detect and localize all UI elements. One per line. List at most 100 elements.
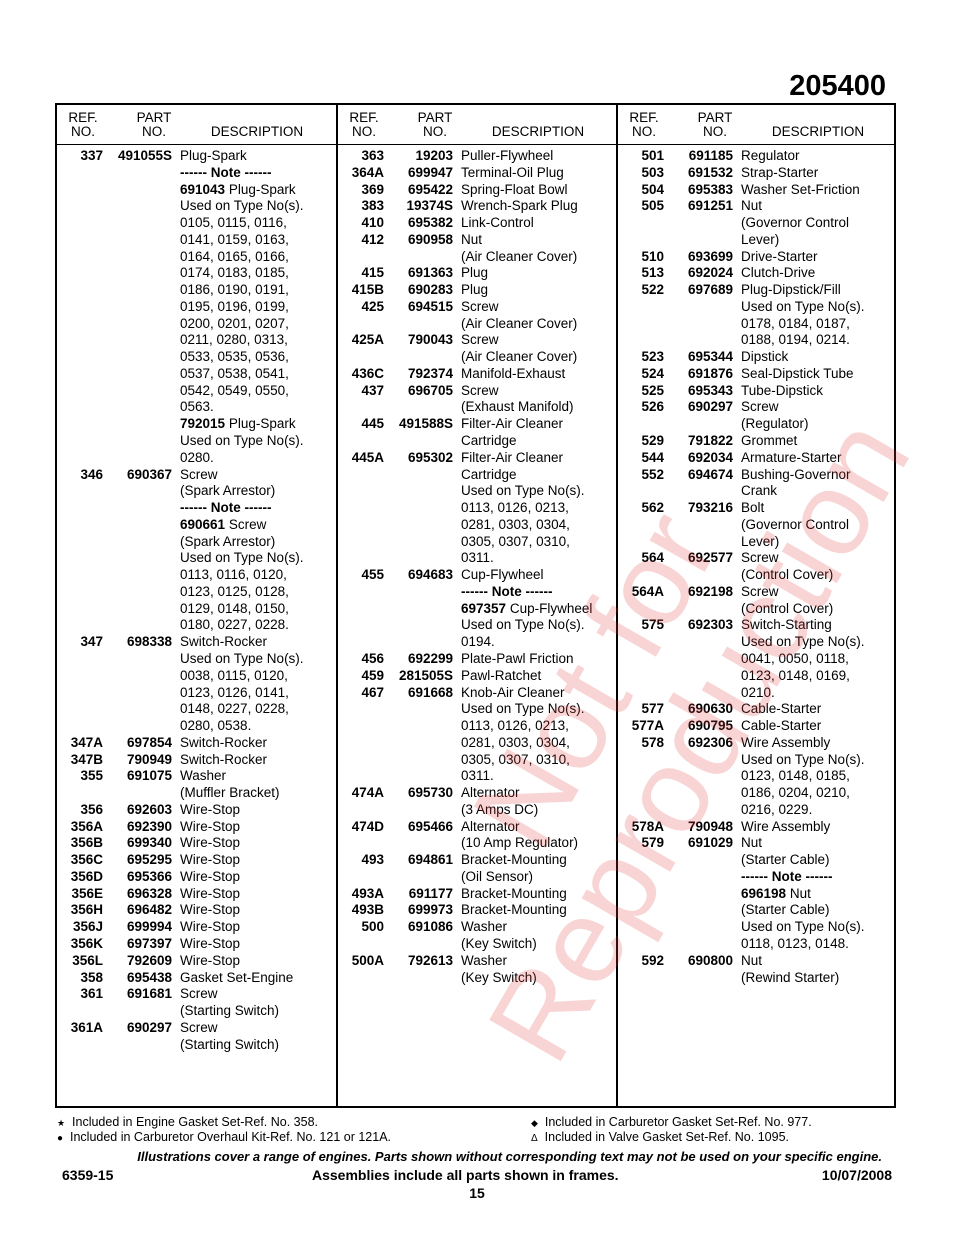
- description-text: Plug-Spark: [228, 181, 296, 197]
- part-no: 699994: [126, 919, 172, 935]
- description-text: Screw: [741, 550, 779, 566]
- description-text: Terminal-Oil Plug: [461, 164, 564, 180]
- description: 0210.: [741, 685, 775, 702]
- ref-no: 356L: [72, 952, 103, 968]
- description: Cable-Starter: [741, 701, 821, 718]
- table-row: 526 690297 Screw: [618, 399, 896, 416]
- description-text: (Control Cover): [741, 600, 834, 616]
- description: Screw: [741, 550, 779, 567]
- description: Armature-Starter: [741, 450, 842, 467]
- description-text: 0186, 0190, 0191,: [180, 282, 289, 298]
- ref-no: 513: [641, 265, 664, 281]
- description-text: Used on Type No(s).: [461, 483, 585, 499]
- table-row: Used on Type No(s).: [618, 919, 896, 936]
- description-text: 0174, 0183, 0185,: [180, 265, 289, 281]
- table-row: 425A 790043 Screw: [338, 332, 618, 349]
- part-no: 699947: [407, 164, 453, 180]
- part-no: 691532: [687, 164, 733, 180]
- table-row: 493B 699973 Bracket-Mounting: [338, 902, 618, 919]
- description-text: Wire-Stop: [180, 919, 241, 935]
- header-desc: DESCRIPTION: [210, 124, 304, 139]
- table-row: (Spark Arrestor): [57, 534, 337, 551]
- table-row: 459 281505S Pawl-Ratchet: [338, 668, 618, 685]
- ref-no: 346: [80, 466, 103, 482]
- description-text: Drive-Starter: [741, 248, 818, 264]
- description: Switch-Rocker: [180, 634, 267, 651]
- table-row: 356K 697397 Wire-Stop: [57, 936, 337, 953]
- ref-no: 524: [641, 365, 664, 381]
- table-row: (3 Amps DC): [338, 802, 618, 819]
- description: (3 Amps DC): [461, 802, 538, 819]
- part-no: 692299: [407, 650, 453, 666]
- legend-item: ★ Included in Engine Gasket Set-Ref. No.…: [57, 1115, 318, 1129]
- description: 0164, 0165, 0166,: [180, 249, 289, 266]
- description: Used on Type No(s).: [741, 634, 865, 651]
- ref-no: 369: [361, 181, 384, 197]
- description-text: Bracket-Mounting: [461, 885, 567, 901]
- table-row: (10 Amp Regulator): [338, 835, 618, 852]
- table-row: 0141, 0159, 0163,: [57, 232, 337, 249]
- ref-no: 500: [361, 919, 384, 935]
- description-text: 0311.: [461, 768, 494, 784]
- description-text: 0123, 0148, 0169,: [741, 667, 850, 683]
- part-no: 690297: [687, 399, 733, 415]
- description: 0281, 0303, 0304,: [461, 517, 570, 534]
- description-text: Wire-Stop: [180, 868, 241, 884]
- ref-no: 510: [641, 248, 664, 264]
- description-text: Wire-Stop: [180, 902, 241, 918]
- description-text: (3 Amps DC): [461, 801, 539, 817]
- description-text: Cartridge: [461, 466, 517, 482]
- description: (Control Cover): [741, 601, 833, 618]
- description-text: Switch-Rocker: [180, 734, 268, 750]
- description-text: (Rewind Starter): [741, 969, 840, 985]
- description: Knob-Air Cleaner: [461, 685, 565, 702]
- table-row: 493 694861 Bracket-Mounting: [338, 852, 618, 869]
- description-text: Washer Set-Friction: [741, 181, 860, 197]
- description-text: Used on Type No(s).: [741, 298, 865, 314]
- description-text: Manifold-Exhaust: [461, 365, 566, 381]
- description-text: Filter-Air Cleaner: [461, 416, 564, 432]
- description-text: Nut: [789, 885, 811, 901]
- table-row: 456 692299 Plate-Pawl Friction: [338, 651, 618, 668]
- description: Wire-Stop: [180, 886, 240, 903]
- description-text: Used on Type No(s).: [741, 751, 865, 767]
- ref-no: 415: [361, 265, 384, 281]
- table-row: 0210.: [618, 685, 896, 702]
- description: Wire Assembly: [741, 819, 830, 836]
- description: 0563.: [180, 399, 214, 416]
- ref-no: 355: [80, 768, 103, 784]
- table-row: 0186, 0190, 0191,: [57, 282, 337, 299]
- description: Plate-Pawl Friction: [461, 651, 574, 668]
- description: Washer: [461, 919, 507, 936]
- part-no: 695366: [126, 868, 172, 884]
- ref-no: 337: [80, 148, 103, 163]
- part-no: 692306: [687, 734, 733, 750]
- description-text: Cable-Starter: [741, 718, 822, 734]
- description-text: 0195, 0196, 0199,: [180, 298, 289, 314]
- part-no: 491588S: [398, 416, 453, 432]
- description: Used on Type No(s).: [741, 919, 865, 936]
- note-label: ------ Note ------: [180, 164, 272, 180]
- table-row: (Key Switch): [338, 970, 618, 987]
- legend-item: Δ Included in Valve Gasket Set-Ref. No. …: [531, 1130, 789, 1144]
- description-text: 0281, 0303, 0304,: [461, 516, 570, 532]
- table-row: 0188, 0194, 0214.: [618, 332, 896, 349]
- table-row: 356E 696328 Wire-Stop: [57, 886, 337, 903]
- description: Used on Type No(s).: [741, 299, 865, 316]
- table-row: 0164, 0165, 0166,: [57, 249, 337, 266]
- description-text: Bolt: [741, 500, 765, 516]
- alt-part-no: 691043: [180, 181, 226, 197]
- description-text: 0186, 0204, 0210,: [741, 785, 850, 801]
- description: Used on Type No(s).: [461, 483, 585, 500]
- star-icon: ★: [57, 1118, 66, 1128]
- ref-no: 347: [80, 634, 103, 650]
- column-header: REF. NO. PART NO. DESCRIPTION: [338, 111, 618, 141]
- table-row: 467 691668 Knob-Air Cleaner: [338, 685, 618, 702]
- table-row: 0113, 0126, 0213,: [338, 718, 618, 735]
- description-text: Cable-Starter: [741, 701, 822, 717]
- description: (Spark Arrestor): [180, 534, 275, 551]
- description-text: Alternator: [461, 818, 520, 834]
- ref-no: 474A: [351, 785, 384, 801]
- part-no: 19374S: [406, 198, 453, 214]
- description: 0105, 0115, 0116,: [180, 215, 287, 232]
